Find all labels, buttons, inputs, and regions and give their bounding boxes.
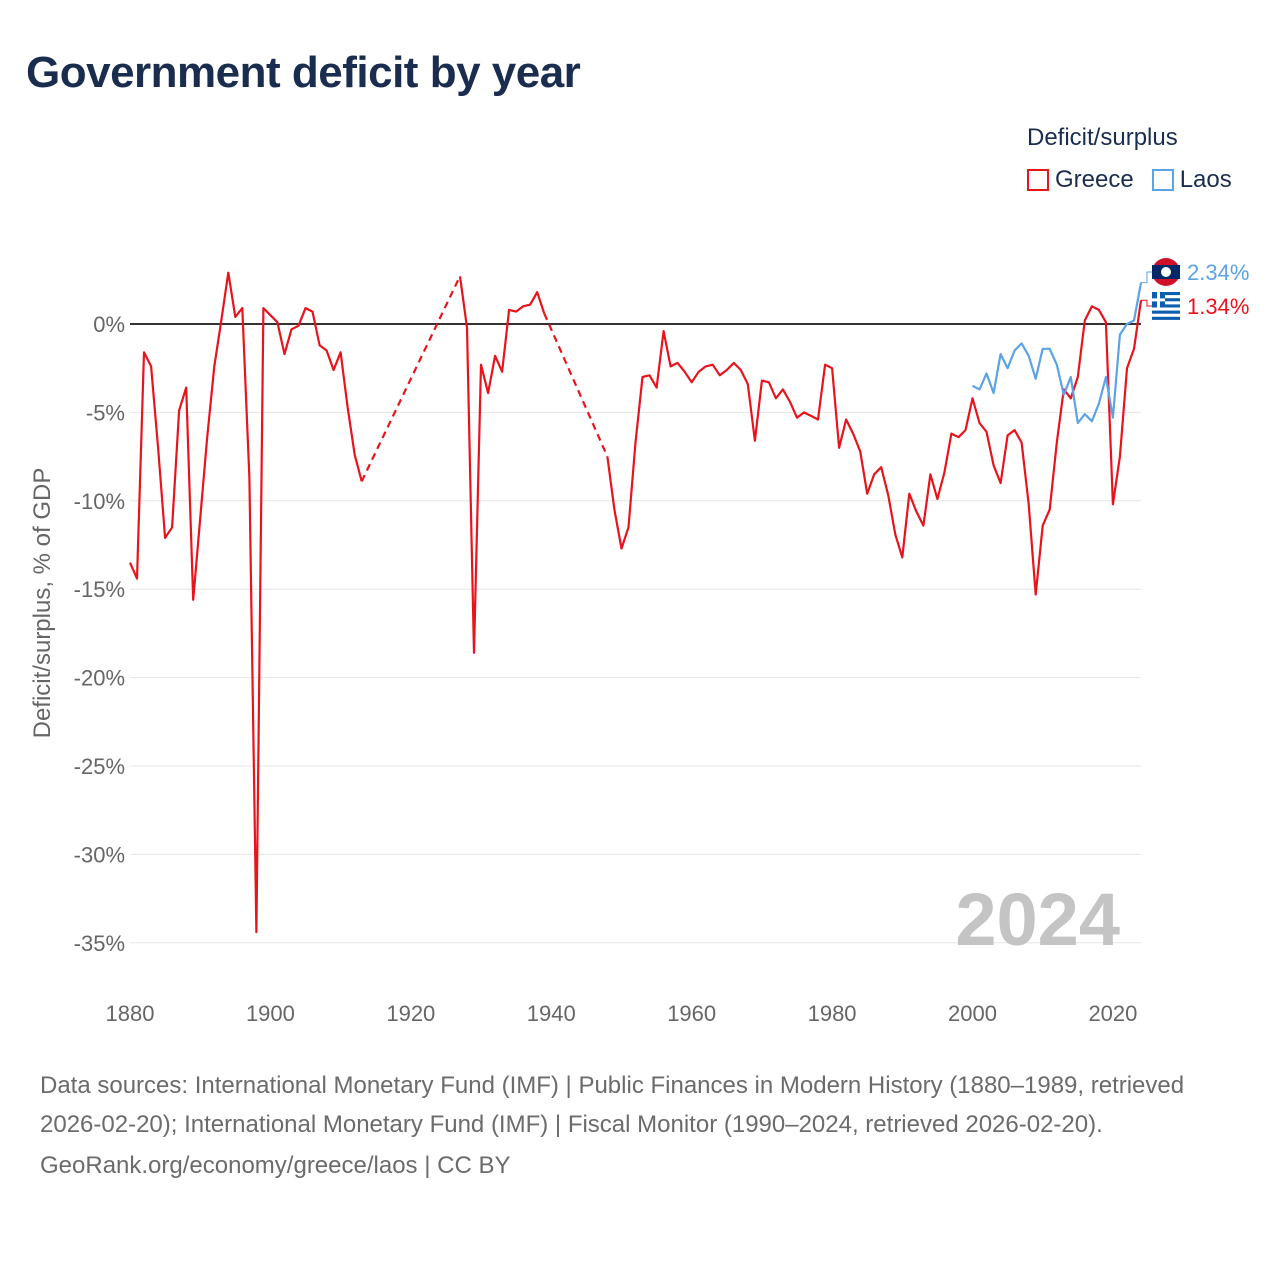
x-axis-ticks: 1880 1900 1920 1940 1960 1980 2000 2020	[106, 1001, 1138, 1026]
y-tick-label: -20%	[74, 666, 125, 691]
end-label-laos: 2.34%	[1187, 260, 1249, 285]
flag-greece-icon	[1152, 292, 1180, 320]
series-line-greece	[606, 300, 1143, 596]
y-tick-label: -30%	[74, 842, 125, 867]
y-tick-label: -35%	[74, 931, 125, 956]
end-label-greece: 1.34%	[1187, 294, 1249, 319]
legend-item-greece[interactable]: Greece	[1027, 166, 1134, 194]
x-tick-label: 1960	[667, 1001, 716, 1026]
x-tick-label: 1900	[246, 1001, 295, 1026]
series-line-laos	[972, 282, 1143, 425]
x-tick-label: 1920	[386, 1001, 435, 1026]
legend-item-laos[interactable]: Laos	[1151, 166, 1232, 194]
line-chart: 0% -5% -10% -15% -20% -25% -30% -35% 1880 1900 19…	[29, 258, 1249, 1026]
x-tick-label: 1880	[106, 1001, 155, 1026]
year-watermark: 2024	[955, 878, 1120, 961]
footer: Data sources: International Monetary Fun…	[40, 1066, 1240, 1185]
x-tick-label: 1980	[808, 1001, 857, 1026]
legend: Greece Laos	[1027, 166, 1232, 194]
series-gap-greece	[543, 312, 609, 458]
y-axis-ticks: 0% -5% -10% -15% -20% -25% -30% -35%	[74, 312, 125, 956]
x-tick-label: 2000	[948, 1001, 997, 1026]
y-tick-label: -10%	[74, 489, 125, 514]
y-tick-label: -5%	[86, 400, 125, 425]
legend-swatch-greece	[1027, 169, 1049, 191]
legend-swatch-laos	[1151, 169, 1174, 191]
x-tick-label: 2020	[1088, 1001, 1137, 1026]
source-link[interactable]: GeoRank.org/economy/greece/laos | CC BY	[40, 1152, 511, 1179]
legend-title: Deficit/surplus	[1027, 124, 1178, 151]
y-tick-label: -25%	[74, 754, 125, 779]
data-sources: Data sources: International Monetary Fun…	[40, 1072, 1185, 1138]
y-axis-label: Deficit/surplus, % of GDP	[29, 468, 56, 739]
end-label-connector-greece	[1141, 299, 1153, 307]
gridlines	[130, 411, 1141, 944]
legend-label-laos: Laos	[1179, 166, 1232, 193]
x-tick-label: 1940	[527, 1001, 576, 1026]
legend-label-greece: Greece	[1055, 166, 1134, 193]
series-line-greece	[458, 276, 546, 654]
page-title: Government deficit by year	[26, 48, 581, 97]
end-label-connector-laos	[1141, 271, 1153, 284]
flag-laos-icon	[1152, 258, 1180, 286]
series-gap-greece	[360, 275, 461, 482]
end-labels: 2.34% 1.34%	[1141, 258, 1249, 320]
y-tick-label: -15%	[74, 577, 125, 602]
y-tick-label: 0%	[93, 312, 125, 337]
series-lines	[128, 271, 1143, 934]
series-line-greece	[128, 271, 363, 934]
